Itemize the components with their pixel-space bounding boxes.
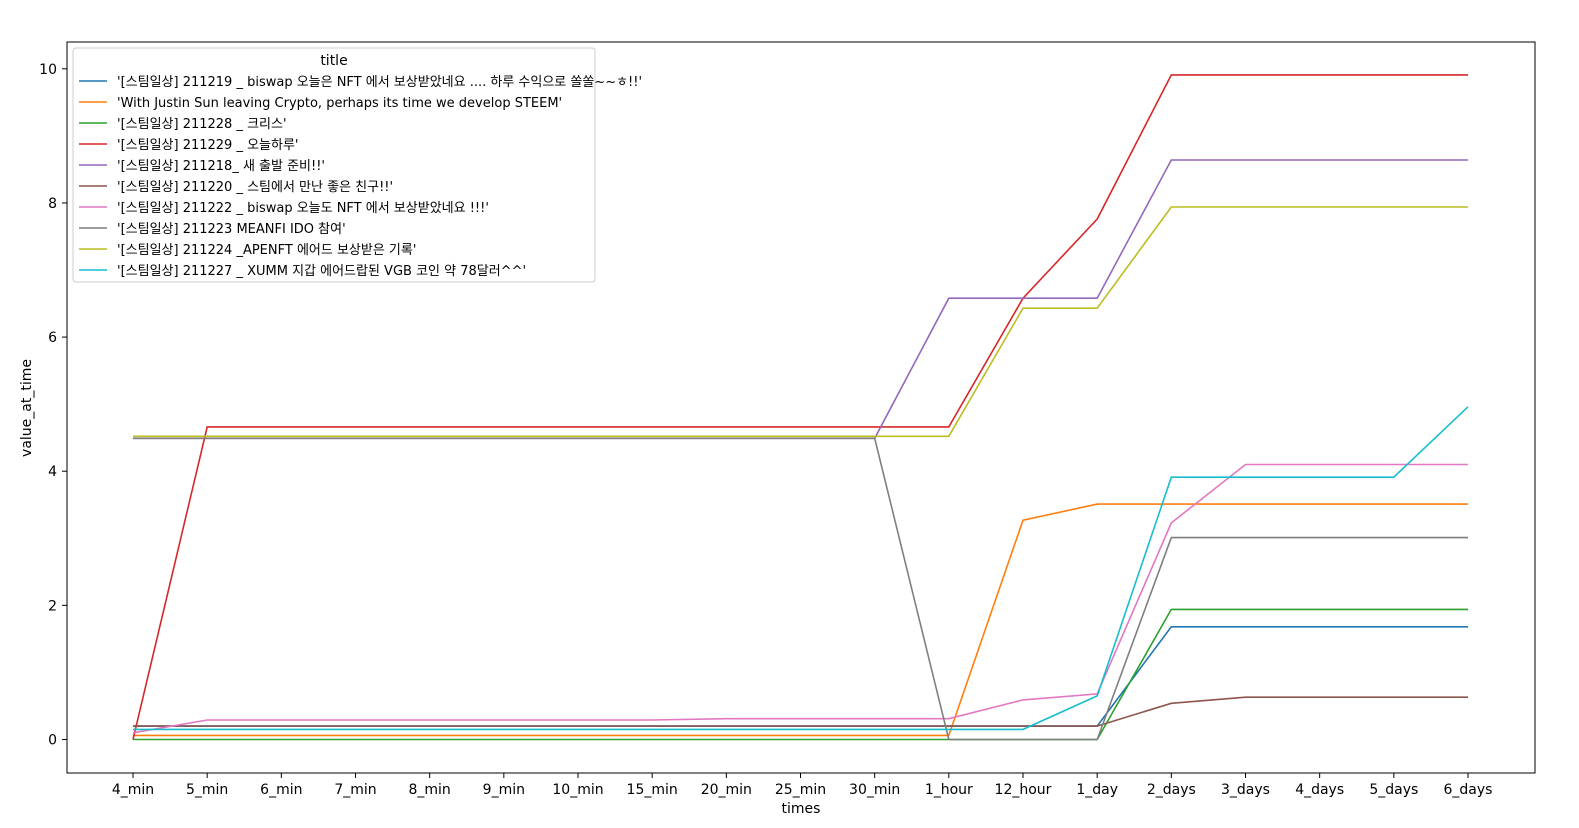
- legend-label: '[스팀일상] 211228 _ 크리스': [117, 117, 287, 132]
- series-line-4: [132, 74, 1468, 740]
- x-tick-label: 1_day: [1076, 782, 1118, 798]
- legend-label: '[스팀일상] 211229 _ 오늘하루': [117, 138, 299, 153]
- legend: title '[스팀일상] 211219 _ biswap 오늘은 NFT 에서…: [72, 47, 642, 283]
- x-tick-label: 8_min: [409, 782, 451, 798]
- series-lines: [132, 74, 1469, 741]
- x-tick-label: 9_min: [483, 782, 525, 798]
- y-tick-label: 4: [48, 464, 57, 480]
- series-line-7: [132, 463, 1468, 734]
- y-tick-label: 6: [48, 330, 57, 346]
- x-tick-label: 20_min: [701, 782, 752, 798]
- y-tick-label: 10: [39, 62, 57, 78]
- y-axis-label: value_at_time: [19, 359, 35, 457]
- x-tick-label: 12_hour: [995, 782, 1052, 798]
- series-line-3: [133, 608, 1468, 741]
- legend-label: 'With Justin Sun leaving Crypto, perhaps…: [117, 96, 562, 111]
- x-axis-ticks: 4_min 5_min 6_min 7_min 8_min 9_min 10_min 15_m…: [112, 773, 1493, 798]
- x-tick-label: 3_days: [1221, 782, 1270, 798]
- series-line-10: [133, 406, 1469, 731]
- x-tick-label: 6_days: [1444, 782, 1493, 798]
- series-line-1: [133, 625, 1468, 727]
- series-line-6: [133, 696, 1468, 727]
- y-tick-label: 0: [48, 732, 57, 748]
- series-line-8: [133, 437, 1468, 741]
- y-tick-label: 8: [48, 196, 57, 212]
- legend-label: '[스팀일상] 211219 _ biswap 오늘은 NFT 에서 보상받았네…: [117, 75, 642, 90]
- series-line-9: [133, 206, 1468, 438]
- legend-label: '[스팀일상] 211227 _ XUMM 지갑 에어드랍된 VGB 코인 약 …: [117, 264, 526, 279]
- y-axis-ticks: 0 2 4 6 8 10: [39, 62, 67, 748]
- legend-label: '[스팀일상] 211223 MEANFI IDO 참여': [117, 222, 346, 237]
- x-tick-label: 6_min: [260, 782, 302, 798]
- x-tick-label: 5_min: [186, 782, 228, 798]
- legend-label: '[스팀일상] 211224 _APENFT 에어드 보상받은 기록': [117, 243, 416, 258]
- legend-label: '[스팀일상] 211218_ 새 출발 준비!!': [117, 159, 325, 174]
- x-tick-label: 25_min: [775, 782, 826, 798]
- x-axis-label: times: [782, 801, 821, 817]
- legend-title: title: [320, 53, 347, 69]
- x-tick-label: 5_days: [1369, 782, 1418, 798]
- x-tick-label: 1_hour: [925, 782, 973, 798]
- legend-box: [72, 47, 596, 283]
- legend-label: '[스팀일상] 211220 _ 스팀에서 만난 좋은 친구!!': [117, 180, 393, 195]
- x-tick-label: 15_min: [627, 782, 678, 798]
- x-tick-label: 2_days: [1147, 782, 1196, 798]
- legend-label: '[스팀일상] 211222 _ biswap 오늘도 NFT 에서 보상받았네…: [117, 201, 489, 216]
- x-tick-label: 30_min: [849, 782, 900, 798]
- x-tick-label: 4_min: [112, 782, 154, 798]
- x-tick-label: 10_min: [552, 782, 603, 798]
- legend-items: '[스팀일상] 211219 _ biswap 오늘은 NFT 에서 보상받았네…: [79, 75, 642, 279]
- x-tick-label: 4_days: [1295, 782, 1344, 798]
- y-tick-label: 2: [48, 598, 57, 614]
- series-line-2: [133, 503, 1468, 737]
- x-tick-label: 7_min: [334, 782, 376, 798]
